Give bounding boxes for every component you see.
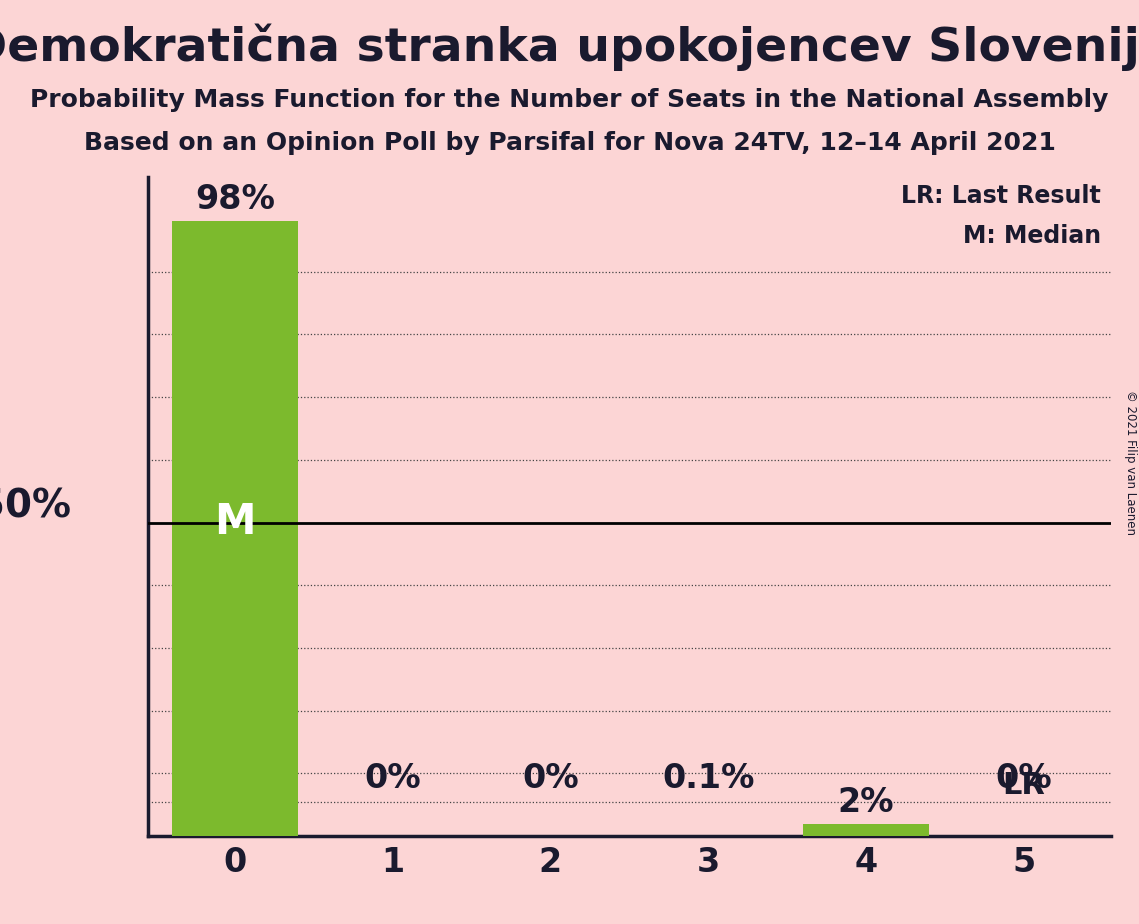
Text: M: Median: M: Median	[962, 224, 1101, 248]
Text: 2%: 2%	[837, 785, 894, 819]
Bar	[172, 222, 298, 836]
Text: 0%: 0%	[995, 762, 1052, 796]
Text: Based on an Opinion Poll by Parsifal for Nova 24TV, 12–14 April 2021: Based on an Opinion Poll by Parsifal for…	[83, 131, 1056, 155]
Text: Demokratična stranka upokojencev Slovenije: Demokratična stranka upokojencev Sloveni…	[0, 23, 1139, 70]
Bar	[803, 823, 929, 836]
Text: 0%: 0%	[522, 762, 579, 796]
Text: © 2021 Filip van Laenen: © 2021 Filip van Laenen	[1124, 390, 1137, 534]
Text: LR: Last Result: LR: Last Result	[901, 184, 1101, 208]
Text: 0%: 0%	[364, 762, 421, 796]
Text: LR: LR	[1002, 771, 1046, 800]
Text: 50%: 50%	[0, 488, 71, 526]
Text: Probability Mass Function for the Number of Seats in the National Assembly: Probability Mass Function for the Number…	[31, 88, 1108, 112]
Text: 0.1%: 0.1%	[662, 762, 754, 796]
Text: M: M	[214, 502, 255, 543]
Text: 98%: 98%	[195, 183, 274, 216]
